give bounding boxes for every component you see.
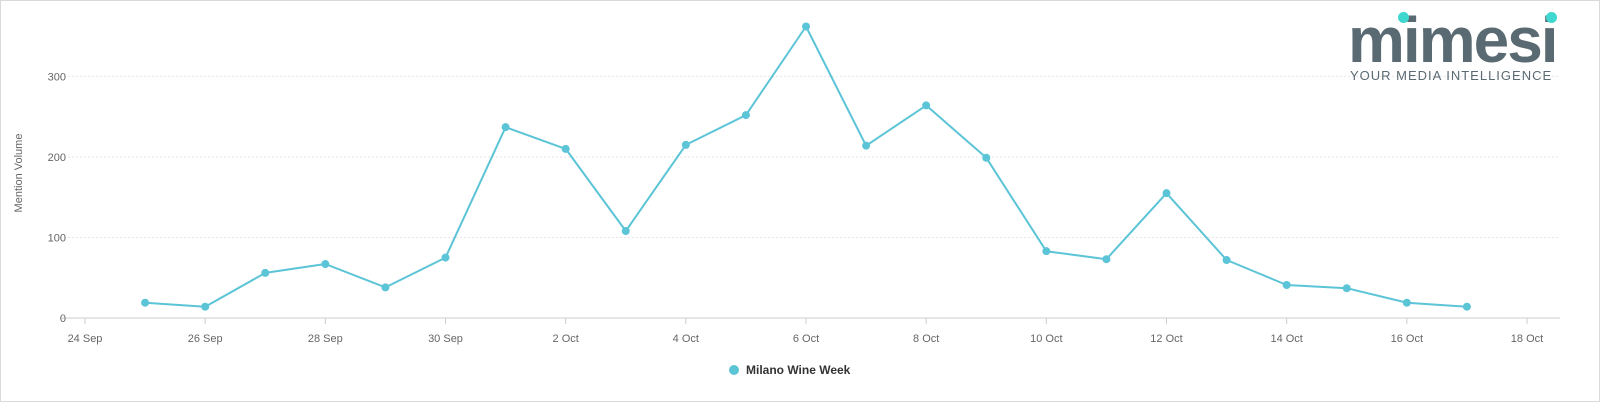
- data-point[interactable]: [621, 227, 630, 236]
- x-tick-label: 14 Oct: [1270, 333, 1302, 345]
- x-axis-ticks: 24 Sep 26 Sep 28 Sep 30 Sep 2 Oct 4 Oct 6 Oct 8…: [68, 318, 1543, 345]
- data-point[interactable]: [922, 101, 931, 110]
- data-point[interactable]: [1462, 302, 1471, 311]
- x-tick-label: 6 Oct: [793, 333, 819, 345]
- x-tick-label: 16 Oct: [1391, 333, 1423, 345]
- y-tick-label: 200: [48, 152, 66, 164]
- x-tick-label: 30 Sep: [428, 333, 463, 345]
- data-point[interactable]: [501, 123, 510, 132]
- data-point[interactable]: [1282, 280, 1291, 289]
- data-point[interactable]: [741, 111, 750, 120]
- mimesi-logo: mimesi YOUR MEDIA INTELLIGENCE: [1340, 8, 1560, 88]
- series-layer: [141, 22, 1471, 311]
- x-tick-label: 24 Sep: [68, 333, 103, 345]
- data-point[interactable]: [1402, 298, 1411, 307]
- x-tick-label: 18 Oct: [1511, 333, 1543, 345]
- grid-lines: [60, 75, 1560, 319]
- x-tick-label: 28 Sep: [308, 333, 343, 345]
- x-tick-label: 4 Oct: [673, 333, 699, 345]
- data-point[interactable]: [1162, 189, 1171, 198]
- data-point[interactable]: [261, 268, 270, 277]
- data-point[interactable]: [561, 144, 570, 153]
- legend-marker: [729, 365, 739, 375]
- data-point[interactable]: [321, 260, 330, 269]
- series-line: [145, 25, 1467, 308]
- legend[interactable]: Milano Wine Week: [729, 363, 851, 377]
- y-tick-label: 100: [48, 232, 66, 244]
- data-point[interactable]: [862, 141, 871, 150]
- legend-label: Milano Wine Week: [746, 363, 851, 377]
- data-point[interactable]: [681, 140, 690, 149]
- x-tick-label: 12 Oct: [1150, 333, 1182, 345]
- y-tick-label: 300: [48, 71, 66, 83]
- y-axis-ticks: 0 100 200 300: [48, 71, 66, 325]
- logo-wordmark: mimesi: [1348, 4, 1559, 76]
- logo-dot-left: [1398, 12, 1409, 23]
- y-axis-title: Mention Volume: [13, 134, 25, 213]
- data-point[interactable]: [1342, 284, 1351, 293]
- data-point[interactable]: [1222, 256, 1231, 265]
- x-tick-label: 8 Oct: [913, 333, 939, 345]
- data-point[interactable]: [1102, 255, 1111, 264]
- data-point[interactable]: [1042, 247, 1051, 256]
- data-point[interactable]: [802, 22, 810, 31]
- x-tick-label: 26 Sep: [188, 333, 223, 345]
- data-point[interactable]: [201, 302, 210, 311]
- data-point[interactable]: [141, 298, 150, 307]
- data-point[interactable]: [381, 283, 390, 292]
- data-point[interactable]: [982, 153, 991, 162]
- logo-dot-right: [1546, 12, 1557, 23]
- y-tick-label: 0: [60, 313, 66, 325]
- x-tick-label: 2 Oct: [553, 333, 579, 345]
- x-tick-label: 10 Oct: [1030, 333, 1062, 345]
- logo-tagline: YOUR MEDIA INTELLIGENCE: [1350, 68, 1553, 83]
- data-point[interactable]: [441, 253, 450, 262]
